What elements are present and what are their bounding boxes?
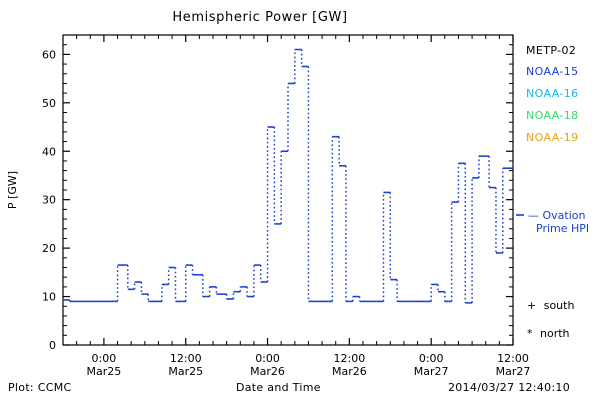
legend-item-noaa-16: NOAA-16 xyxy=(526,87,579,100)
svg-text:40: 40 xyxy=(42,145,56,158)
marker-label: north xyxy=(540,327,570,340)
svg-text:Mar25: Mar25 xyxy=(168,365,203,378)
svg-text:12:00: 12:00 xyxy=(497,352,529,365)
ovation-line1: — Ovation xyxy=(528,209,586,222)
svg-text:50: 50 xyxy=(42,97,56,110)
svg-text:Mar27: Mar27 xyxy=(496,365,531,378)
legend-item-noaa-15: NOAA-15 xyxy=(526,65,579,78)
legend-label: NOAA-15 xyxy=(526,65,579,78)
plot-axes: 01020304050600:00Mar2512:00Mar250:00Mar2… xyxy=(6,34,531,378)
plot-timestamp: 2014/03/27 12:40:10 xyxy=(448,381,571,394)
svg-text:10: 10 xyxy=(42,291,56,304)
svg-text:0: 0 xyxy=(49,339,56,352)
svg-text:20: 20 xyxy=(42,242,56,255)
legend-label: METP-02 xyxy=(526,44,577,57)
svg-text:30: 30 xyxy=(42,194,56,207)
plot-source-label: Plot: CCMC xyxy=(8,381,72,394)
legend-item-noaa-19: NOAA-19 xyxy=(526,131,579,144)
svg-text:P [GW]: P [GW] xyxy=(6,171,19,209)
page-title: Hemispheric Power [GW] xyxy=(172,10,348,25)
data-series-layer xyxy=(63,48,524,304)
legend-label: NOAA-19 xyxy=(526,131,579,144)
svg-text:12:00: 12:00 xyxy=(334,352,366,365)
x-axis-label: Date and Time xyxy=(236,381,321,394)
svg-text:0:00: 0:00 xyxy=(255,352,280,365)
legend-marker-south: + south xyxy=(527,299,574,312)
legend-item-noaa-18: NOAA-18 xyxy=(526,109,579,122)
plus-icon: + xyxy=(527,299,537,312)
legend-marker-north: * north xyxy=(527,327,570,340)
svg-text:Mar27: Mar27 xyxy=(414,365,449,378)
legend-label: NOAA-16 xyxy=(526,87,579,100)
svg-text:60: 60 xyxy=(42,48,56,61)
svg-text:0:00: 0:00 xyxy=(419,352,444,365)
svg-text:Mar25: Mar25 xyxy=(87,365,122,378)
svg-text:12:00: 12:00 xyxy=(170,352,202,365)
ovation-line2: Prime HPI xyxy=(536,222,590,235)
marker-label: south xyxy=(543,299,575,312)
asterisk-icon: * xyxy=(527,327,533,340)
svg-text:Mar26: Mar26 xyxy=(332,365,367,378)
svg-text:0:00: 0:00 xyxy=(92,352,117,365)
legend-label: NOAA-18 xyxy=(526,109,579,122)
legend-item-metp-02: METP-02 xyxy=(526,44,576,57)
legend-item-ovation-prime-hpi: — Ovation Prime HPI xyxy=(528,209,589,235)
svg-text:Mar26: Mar26 xyxy=(250,365,285,378)
